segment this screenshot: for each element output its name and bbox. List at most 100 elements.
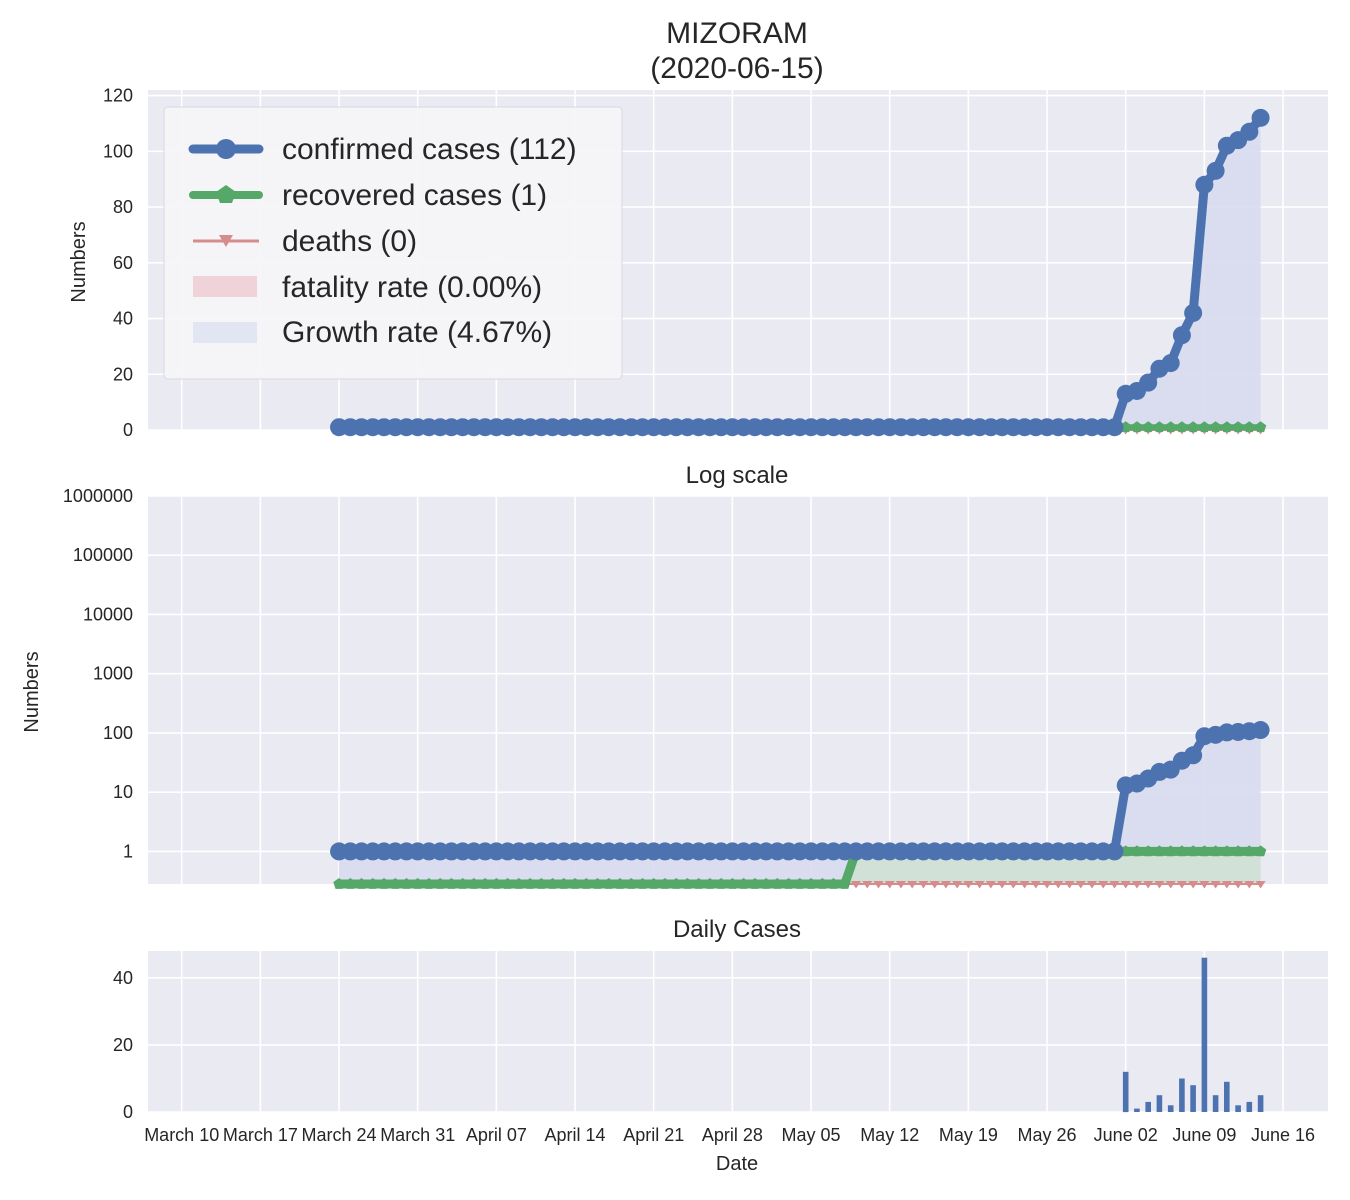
- daily-bar: [1145, 1101, 1151, 1112]
- deaths-marker-log: [1008, 881, 1019, 889]
- daily-bar: [1201, 957, 1208, 1112]
- panel-log-title: Log scale: [686, 462, 789, 489]
- deaths-marker-log: [929, 881, 940, 889]
- recovered-marker: [1232, 421, 1244, 433]
- confirmed-marker: [1184, 303, 1203, 322]
- x-tick-label: April 14: [545, 1125, 606, 1145]
- recovered-marker: [1254, 421, 1267, 433]
- deaths-marker-log: [1064, 881, 1075, 889]
- x-tick-label: March 17: [223, 1125, 298, 1145]
- panel-log-ylabel: Numbers: [21, 651, 43, 732]
- confirmed-marker: [1240, 122, 1259, 141]
- recovered-marker-log: [681, 878, 694, 889]
- y-tick-label: 0: [123, 1102, 133, 1122]
- confirmed-marker-log: [1251, 721, 1270, 740]
- deaths-marker-log: [974, 881, 985, 889]
- recovered-marker-log: [558, 878, 570, 889]
- deaths-marker-log: [918, 881, 929, 889]
- y-tick-label: 10000: [83, 604, 133, 624]
- recovered-marker: [1187, 421, 1199, 433]
- x-tick-label: April 28: [702, 1125, 763, 1145]
- legend-marker-recovered: [216, 185, 236, 203]
- legend-label-confirmed: confirmed cases (112): [282, 133, 577, 166]
- x-tick-label: June 16: [1251, 1125, 1315, 1145]
- x-tick-label: March 24: [302, 1125, 377, 1145]
- recovered-marker-log: [737, 878, 750, 889]
- x-tick-label: March 31: [380, 1125, 455, 1145]
- y-tick-label: 0: [123, 420, 133, 440]
- recovered-marker-log: [1165, 845, 1177, 857]
- deaths-marker-log: [907, 881, 918, 889]
- deaths-marker-log: [1075, 881, 1086, 889]
- recovered-marker-log: [1176, 845, 1188, 857]
- recovered-marker-log: [1187, 845, 1199, 857]
- recovered-marker-log: [1243, 845, 1255, 857]
- deaths-marker-log: [1255, 881, 1266, 889]
- recovered-marker-log: [614, 878, 626, 889]
- y-tick-label: 100000: [73, 545, 133, 565]
- legend-marker-confirmed: [216, 139, 236, 159]
- legend-marker-deaths: [219, 235, 233, 247]
- panel-daily-title: Daily Cases: [673, 916, 801, 943]
- legend-label-deaths: deaths (0): [282, 225, 417, 258]
- deaths-marker-log: [1131, 881, 1142, 889]
- daily-bar: [1134, 1108, 1140, 1112]
- recovered-marker-log: [648, 878, 660, 889]
- y-tick-label: 1000000: [63, 486, 133, 506]
- deaths-marker-log: [1120, 881, 1131, 889]
- recovered-marker-log: [1142, 845, 1154, 857]
- daily-bar: [1156, 1095, 1163, 1112]
- legend-swatch-growth: [193, 322, 257, 343]
- deaths-marker-log: [862, 881, 873, 889]
- deaths-marker-log: [963, 881, 974, 889]
- y-tick-label: 1: [123, 841, 133, 861]
- recovered-marker-log: [378, 878, 390, 889]
- recovered-marker-log: [513, 878, 525, 889]
- y-tick-label: 120: [103, 86, 133, 106]
- recovered-marker-log: [344, 878, 356, 889]
- recovered-marker-log: [457, 878, 469, 889]
- recovered-marker: [1142, 421, 1154, 433]
- deaths-marker-log: [1221, 881, 1232, 889]
- recovered-marker-log: [670, 878, 682, 889]
- panel-linear: 0 20 40 60 80 100 120 Numbers confirmed cases …: [68, 86, 1328, 440]
- x-tick-label: May 12: [860, 1125, 919, 1145]
- y-tick-label: 100: [103, 141, 133, 161]
- confirmed-marker: [1139, 373, 1158, 392]
- confirmed-marker: [1251, 108, 1270, 127]
- deaths-marker-log: [985, 881, 996, 889]
- recovered-marker-log: [546, 878, 559, 889]
- deaths-marker-log: [1019, 881, 1030, 889]
- deaths-marker-log: [895, 881, 906, 889]
- confirmed-marker: [1161, 354, 1180, 373]
- legend-label-recovered: recovered cases (1): [282, 179, 547, 212]
- daily-bar: [1167, 1105, 1174, 1112]
- daily-bar: [1190, 1085, 1196, 1112]
- recovered-marker: [1221, 421, 1233, 433]
- recovered-marker-log: [501, 878, 514, 889]
- deaths-marker-log: [940, 881, 951, 889]
- recovered-marker-log: [524, 878, 536, 889]
- recovered-marker-log: [816, 878, 828, 889]
- recovered-marker-log: [625, 878, 637, 889]
- y-tick-label: 80: [113, 197, 133, 217]
- recovered-marker-log: [749, 878, 761, 889]
- chart-subtitle: (2020-06-15): [650, 52, 823, 85]
- y-tick-label: 1000: [93, 664, 133, 684]
- recovered-marker-log: [591, 878, 604, 889]
- daily-bar: [1224, 1081, 1230, 1112]
- deaths-marker-log: [1143, 881, 1154, 889]
- legend: confirmed cases (112) recovered cases (1…: [163, 106, 623, 380]
- legend-label-growth: Growth rate (4.67%): [282, 316, 552, 349]
- deaths-marker-log: [851, 881, 861, 889]
- deaths-marker-log: [1030, 881, 1041, 889]
- recovered-area-log: [339, 851, 1261, 884]
- daily-bar: [1122, 1071, 1129, 1113]
- recovered-marker-log: [400, 878, 413, 889]
- daily-bar: [1179, 1078, 1185, 1112]
- x-tick-label: May 05: [782, 1125, 841, 1145]
- y-tick-label: 60: [113, 253, 133, 273]
- deaths-marker-log: [1042, 881, 1053, 889]
- y-tick-label: 100: [103, 723, 133, 743]
